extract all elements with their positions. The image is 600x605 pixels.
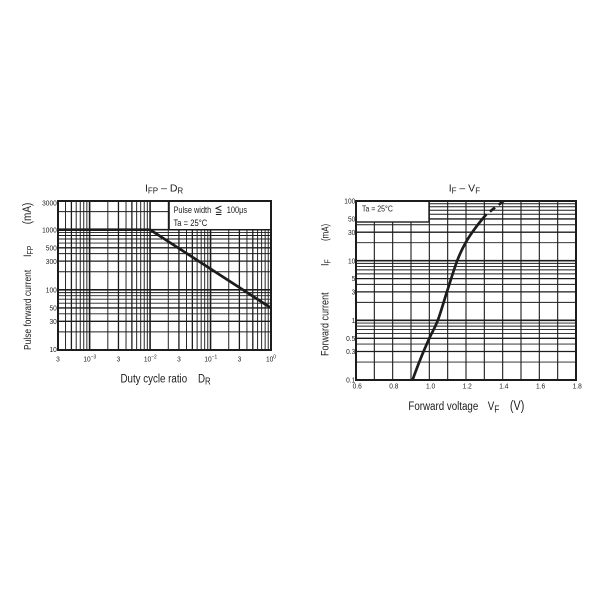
svg-text:3: 3 [56, 356, 60, 363]
svg-text:IF – VF: IF – VF [449, 182, 481, 195]
svg-text:0.1: 0.1 [346, 377, 355, 384]
svg-text:0.3: 0.3 [346, 349, 355, 356]
svg-text:500: 500 [46, 245, 57, 252]
svg-text:3: 3 [238, 356, 242, 363]
svg-text:Ta = 25°C: Ta = 25°C [174, 217, 208, 228]
svg-text:50: 50 [49, 305, 56, 312]
svg-text:Ta = 25°C: Ta = 25°C [362, 204, 393, 214]
svg-text:Duty cycle ratio: Duty cycle ratio [121, 372, 188, 385]
svg-text:(mA): (mA) [21, 202, 34, 224]
svg-text:1000: 1000 [42, 227, 57, 234]
svg-text:5: 5 [352, 276, 356, 283]
svg-text:50: 50 [348, 216, 355, 223]
svg-text:100μs: 100μs [227, 205, 247, 215]
svg-text:VF: VF [488, 400, 500, 416]
svg-text:Pulse forward current: Pulse forward current [21, 269, 33, 350]
svg-text:IFP: IFP [22, 246, 35, 257]
svg-text:30: 30 [348, 229, 355, 236]
svg-text:10−1: 10−1 [204, 354, 217, 364]
svg-text:1.4: 1.4 [499, 383, 508, 390]
svg-text:3: 3 [352, 289, 356, 296]
svg-text:300: 300 [46, 258, 57, 265]
svg-text:Forward current: Forward current [320, 292, 332, 356]
svg-text:1: 1 [352, 318, 356, 325]
svg-text:(V): (V) [510, 398, 524, 413]
svg-text:1.0: 1.0 [426, 383, 435, 390]
svg-text:10: 10 [348, 258, 355, 265]
svg-text:3: 3 [177, 356, 181, 363]
svg-text:1.6: 1.6 [536, 383, 545, 390]
svg-text:30: 30 [49, 319, 56, 326]
svg-text:IF: IF [320, 259, 333, 266]
svg-text:Pulse width: Pulse width [174, 205, 212, 215]
svg-text:1.2: 1.2 [463, 383, 472, 390]
svg-text:3: 3 [117, 356, 121, 363]
svg-text:0.5: 0.5 [346, 336, 355, 343]
svg-text:100: 100 [266, 354, 276, 364]
svg-text:DR: DR [198, 372, 211, 386]
svg-text:10: 10 [49, 347, 56, 354]
svg-text:10−2: 10−2 [144, 354, 157, 364]
svg-text:10−3: 10−3 [83, 354, 96, 364]
svg-text:Forward voltage: Forward voltage [408, 400, 478, 413]
svg-text:0.6: 0.6 [353, 383, 362, 390]
svg-text:100: 100 [344, 198, 355, 205]
svg-text:(mA): (mA) [320, 224, 331, 241]
svg-text:IFP – DR: IFP – DR [145, 182, 183, 195]
svg-text:1.8: 1.8 [573, 383, 582, 390]
svg-text:100: 100 [46, 287, 57, 294]
svg-text:3000: 3000 [42, 200, 57, 207]
svg-text:0.8: 0.8 [389, 383, 398, 390]
